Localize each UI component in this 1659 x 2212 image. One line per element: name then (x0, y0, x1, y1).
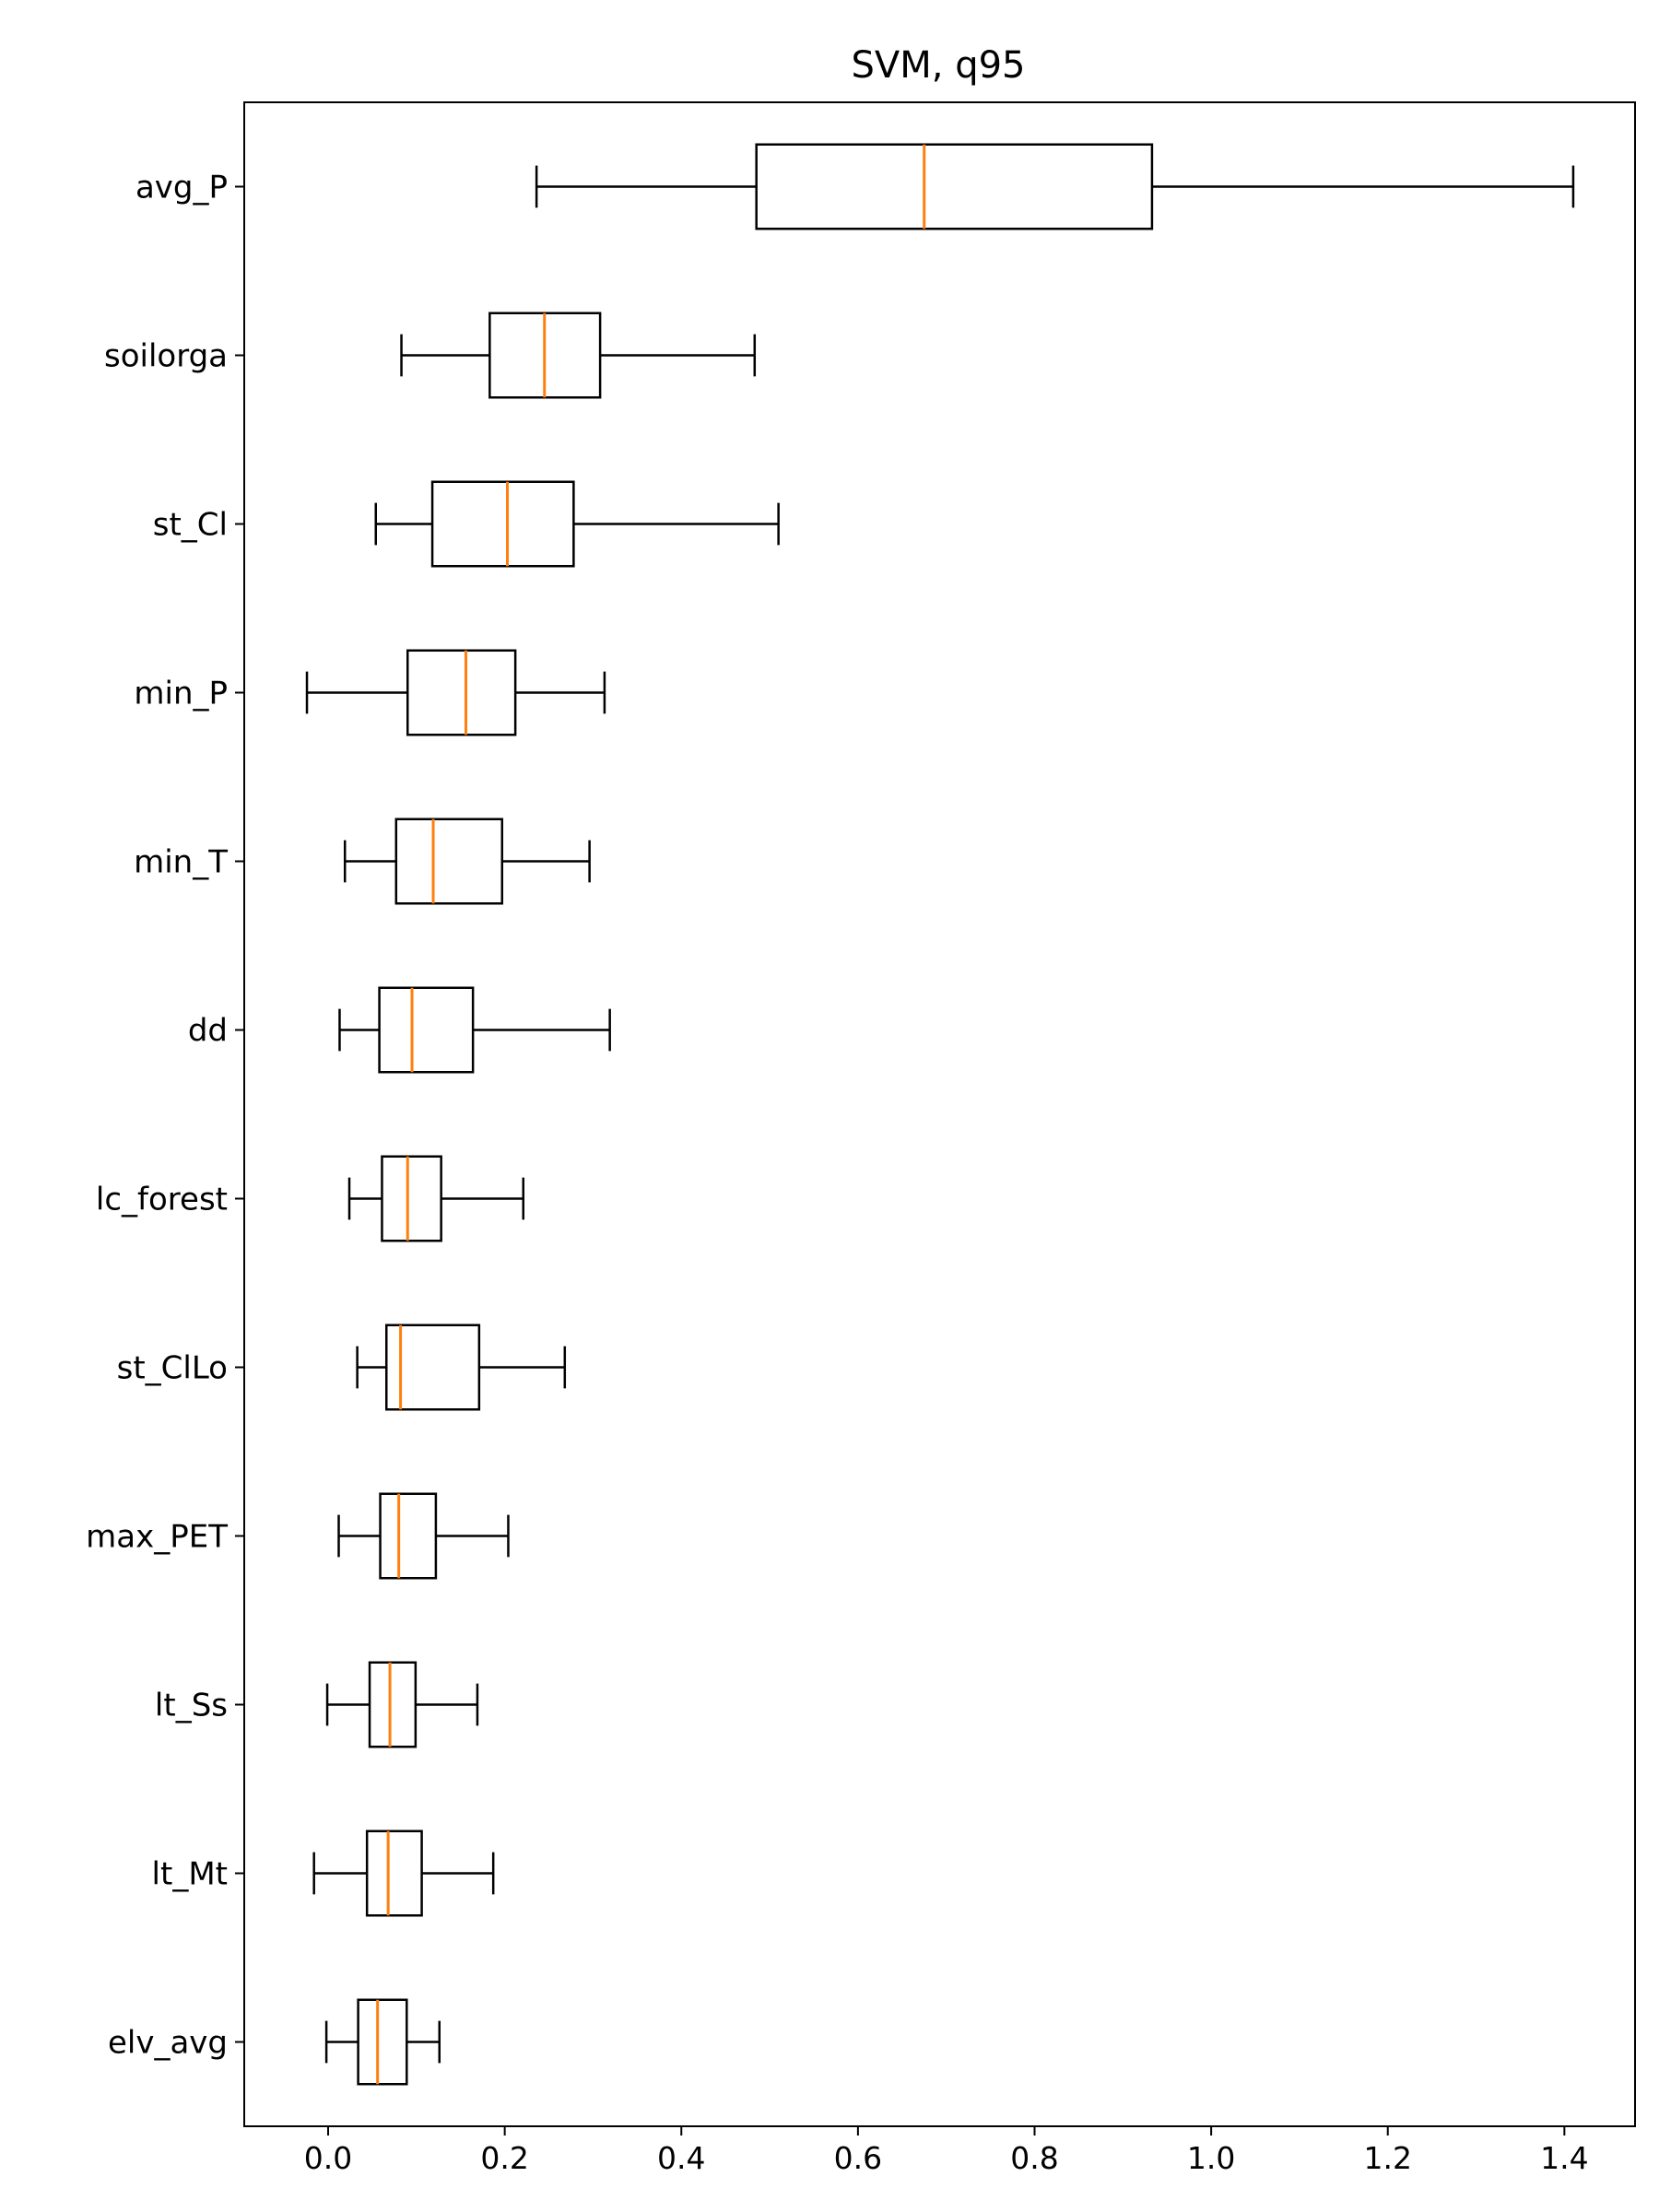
y-tick-label: st_ClLo (117, 1350, 228, 1387)
x-tick-label: 1.0 (1187, 2140, 1235, 2176)
y-tick-label: min_T (134, 844, 228, 881)
y-tick-label: soilorga (104, 338, 228, 375)
iqr-box (357, 1998, 408, 2086)
y-tick-label: min_P (134, 676, 228, 712)
box-group-st_Cl (374, 480, 780, 568)
box-group-min_P (305, 649, 606, 736)
box-group-min_T (343, 818, 591, 905)
x-tick-label: 0.2 (480, 2140, 528, 2176)
plot-area-frame (243, 101, 1636, 2127)
iqr-box (385, 1324, 481, 1411)
iqr-box (394, 818, 504, 905)
y-axis: avg_P soilorga st_Cl min_P min_Tdd lc_forests… (86, 170, 244, 2062)
y-tick-label: max_PET (86, 1519, 228, 1556)
y-tick-label: elv_avg (108, 2025, 228, 2062)
box-group-dd (338, 986, 611, 1074)
y-tick-label: lt_Ss (155, 1688, 228, 1724)
x-tick-label: 1.4 (1540, 2140, 1588, 2176)
x-tick-label: 0.6 (834, 2140, 882, 2176)
iqr-box (368, 1661, 418, 1748)
box-group-elv_avg (324, 1998, 441, 2086)
iqr-box (378, 986, 475, 1074)
iqr-box (755, 143, 1154, 230)
iqr-box (430, 480, 575, 568)
y-tick-label: lc_forest (96, 1182, 228, 1218)
iqr-box (381, 1155, 442, 1242)
y-tick-label: dd (188, 1013, 228, 1050)
box-group-lt_Mt (312, 1830, 495, 1917)
box-group-max_PET (337, 1492, 510, 1580)
y-tick-label: st_Cl (153, 507, 228, 544)
y-tick-label: lt_Mt (152, 1856, 228, 1893)
x-tick-label: 0.0 (304, 2140, 352, 2176)
iqr-box (379, 1492, 438, 1580)
y-tick-label: avg_P (135, 170, 228, 206)
box-group-st_ClLo (356, 1324, 567, 1411)
box-group-lt_Ss (325, 1661, 479, 1748)
chart-title: SVM, q95 (852, 44, 1026, 87)
box-group-avg_P (535, 143, 1575, 230)
boxes-layer (305, 143, 1575, 2086)
box-group-lc_forest (347, 1155, 525, 1242)
box-group-soilorga (400, 312, 757, 399)
iqr-box (406, 649, 517, 736)
x-tick-label: 1.2 (1363, 2140, 1411, 2176)
x-axis: 0.0 0.2 0.4 0.6 0.8 1.0 1.2 1.4 (304, 2126, 1589, 2176)
x-tick-label: 0.4 (657, 2140, 705, 2176)
iqr-box (365, 1830, 423, 1917)
x-tick-label: 0.8 (1010, 2140, 1058, 2176)
